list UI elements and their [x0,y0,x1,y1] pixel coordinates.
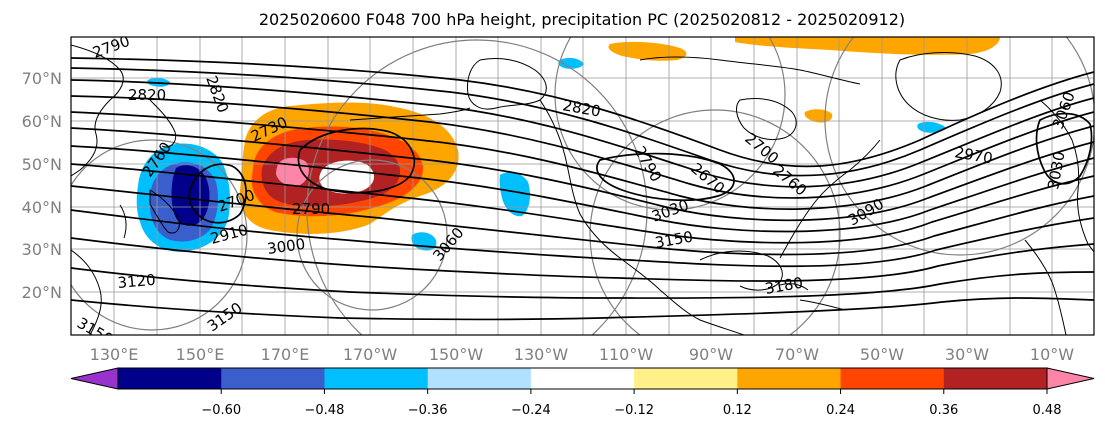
coast-hudson [736,98,797,141]
lat-label-50n: 50°N [22,155,62,174]
colorbar-swatch [221,368,325,389]
precip-negative-small-5 [558,57,584,69]
colorbar-tick-label: 0.24 [826,403,855,418]
colorbar-border [117,367,1048,390]
coast-cuba [779,283,809,291]
lon-label: 130°W [514,345,569,364]
lon-label: 130°E [90,345,139,364]
precip-negative-small-1 [499,172,530,217]
colorbar: −0.60 −0.48 −0.36 −0.24 −0.12 0.12 0.24 0.36 0.4… [70,367,1095,418]
coast-asia [71,44,124,177]
contour-label: 2820 [128,86,166,104]
colorbar-swatch [118,368,222,389]
contour-label: 3000 [266,235,306,258]
coast-alaska [467,57,547,110]
colorbar-swatch [634,368,738,389]
longitude-labels: 130°E 150°E 170°E 170°W 150°W 130°W 110°… [90,345,1075,364]
colorbar-tick-label: −0.12 [614,403,654,418]
contour-label: 3120 [117,271,157,292]
contour-label: 2790 [292,200,330,218]
coast-kamchatka [149,99,177,148]
lon-label: 90°W [689,345,733,364]
colorbar-ticks: −0.60 −0.48 −0.36 −0.24 −0.12 0.12 0.24 0.36 0.4… [201,389,1062,418]
coast-arctic-archipelago [639,56,861,85]
precip-positive-arctic [608,41,687,61]
lon-label: 50°W [860,345,904,364]
coast-greenland [895,52,1002,121]
colorbar-extend-low [70,367,119,390]
precip-shading [136,37,1000,252]
coast-europe [1039,99,1094,253]
lon-label: 30°W [945,345,989,364]
coast-aleutians [349,107,471,121]
height-contours [71,57,1094,321]
graticule [71,37,1094,335]
coast-japan [149,189,180,234]
coast-east-asia-south [71,249,102,335]
lon-label: 170°W [343,345,398,364]
colorbar-tick-label: −0.60 [201,403,241,418]
colorbar-tick-label: −0.48 [305,403,345,418]
colorbar-swatch [530,368,635,389]
precip-positive-arctic-2 [735,37,1000,55]
coast-mexico [659,289,745,335]
colorbar-tick-label: 0.36 [929,403,958,418]
lat-label-20n: 20°N [22,283,62,302]
lat-label-60n: 60°N [22,112,62,131]
colorbar-swatch [324,368,429,389]
coast-na-west [539,99,661,291]
lon-label: 150°W [429,345,484,364]
colorbar-swatch [737,368,842,389]
lat-label-40n: 40°N [22,198,62,217]
coast-africa [1024,239,1067,335]
colorbar-swatch [840,368,945,389]
map-title: 2025020600 F048 700 hPa height, precipit… [259,10,905,29]
colorbar-tick-label: 0.48 [1033,403,1062,418]
lon-label: 110°W [599,345,654,364]
lon-label: 10°W [1030,345,1074,364]
colorbar-swatch [943,368,1048,389]
colorbar-swatch [427,368,532,389]
lon-label: 70°W [775,345,819,364]
colorbar-tick-label: 0.12 [723,403,752,418]
coast-korea [119,204,127,239]
map-panel: 2790 2820 2820 2730 2760 2700 2790 2910 … [70,36,1095,336]
precip-negative-small-4 [917,121,946,133]
colorbar-tick-label: −0.36 [408,403,448,418]
lat-label-30n: 30°N [22,240,62,259]
map-frame [70,36,1095,336]
colorbar-tick-label: −0.24 [511,403,551,418]
lon-label: 170°E [261,345,310,364]
colorbar-swatches [70,367,1095,390]
contour-labels: 2790 2820 2820 2730 2760 2700 2790 2910 … [74,37,1079,335]
lat-label-70n: 70°N [22,69,62,88]
colorbar-extend-high [1046,367,1095,390]
lon-label: 150°E [176,345,225,364]
latitude-labels: 70°N 60°N 50°N 40°N 30°N 20°N [22,69,62,302]
